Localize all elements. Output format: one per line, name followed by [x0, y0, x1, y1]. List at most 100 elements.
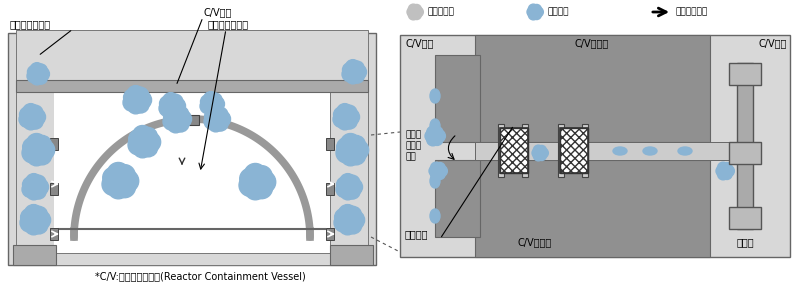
- Circle shape: [204, 102, 218, 116]
- Bar: [16, 30, 368, 82]
- Circle shape: [346, 70, 360, 84]
- Circle shape: [35, 140, 54, 160]
- Circle shape: [528, 10, 538, 20]
- Circle shape: [21, 209, 38, 226]
- Circle shape: [342, 67, 357, 82]
- Circle shape: [240, 168, 261, 189]
- Circle shape: [334, 214, 353, 232]
- Circle shape: [30, 63, 44, 76]
- Circle shape: [208, 93, 222, 107]
- Bar: [500, 128, 528, 173]
- Circle shape: [170, 98, 186, 114]
- Circle shape: [102, 173, 124, 195]
- Ellipse shape: [678, 147, 692, 155]
- Circle shape: [340, 111, 352, 123]
- Circle shape: [204, 113, 220, 129]
- Circle shape: [337, 138, 355, 156]
- Circle shape: [111, 172, 129, 190]
- Bar: [582, 124, 588, 177]
- Circle shape: [29, 181, 42, 193]
- Circle shape: [346, 60, 360, 75]
- Circle shape: [336, 181, 352, 197]
- Circle shape: [213, 107, 228, 122]
- Circle shape: [127, 86, 144, 103]
- Bar: [498, 124, 504, 177]
- Circle shape: [23, 115, 38, 130]
- Circle shape: [340, 174, 356, 190]
- Circle shape: [129, 130, 147, 148]
- Circle shape: [338, 205, 357, 223]
- Bar: [16, 82, 54, 265]
- Circle shape: [350, 61, 364, 75]
- Text: ：漏えい経路: ：漏えい経路: [675, 7, 707, 16]
- Circle shape: [534, 145, 543, 155]
- Circle shape: [426, 126, 439, 139]
- Circle shape: [344, 142, 360, 158]
- Circle shape: [174, 110, 191, 128]
- Circle shape: [721, 167, 730, 175]
- Bar: [326, 228, 334, 240]
- Circle shape: [341, 133, 361, 153]
- Circle shape: [345, 183, 360, 199]
- Bar: [729, 142, 761, 164]
- Text: C/V内側: C/V内側: [405, 38, 434, 48]
- Circle shape: [431, 134, 443, 146]
- Circle shape: [434, 169, 445, 179]
- Circle shape: [19, 111, 35, 127]
- Circle shape: [22, 143, 42, 163]
- Circle shape: [163, 108, 180, 125]
- Circle shape: [426, 133, 439, 146]
- Circle shape: [536, 149, 544, 157]
- Bar: [558, 124, 564, 177]
- Circle shape: [132, 96, 149, 113]
- Text: 熱膨張
による
変形: 熱膨張 による 変形: [405, 130, 421, 162]
- Circle shape: [718, 169, 729, 180]
- Circle shape: [162, 93, 179, 109]
- Circle shape: [206, 98, 218, 110]
- Circle shape: [352, 65, 366, 79]
- Circle shape: [30, 142, 46, 158]
- Circle shape: [213, 115, 228, 131]
- Circle shape: [33, 135, 51, 154]
- Text: C/V外側: C/V外側: [758, 38, 787, 48]
- Circle shape: [431, 127, 443, 138]
- Bar: [560, 128, 588, 173]
- Circle shape: [114, 165, 135, 185]
- Circle shape: [134, 91, 151, 109]
- Circle shape: [32, 179, 49, 195]
- Ellipse shape: [430, 209, 440, 223]
- Circle shape: [346, 211, 365, 229]
- Circle shape: [425, 130, 437, 142]
- Circle shape: [342, 147, 360, 166]
- Circle shape: [210, 96, 225, 111]
- Text: C/V本体側: C/V本体側: [518, 237, 552, 247]
- Circle shape: [412, 10, 422, 20]
- Circle shape: [22, 177, 38, 192]
- Circle shape: [163, 113, 180, 130]
- Circle shape: [22, 104, 39, 120]
- Circle shape: [534, 7, 543, 17]
- Bar: [13, 245, 56, 265]
- Bar: [8, 33, 376, 265]
- Circle shape: [133, 87, 149, 104]
- Circle shape: [33, 146, 52, 165]
- Circle shape: [340, 185, 355, 200]
- Circle shape: [337, 104, 353, 120]
- Circle shape: [347, 135, 366, 154]
- Circle shape: [173, 106, 189, 123]
- Circle shape: [26, 111, 38, 123]
- Bar: [50, 228, 58, 240]
- Circle shape: [208, 106, 224, 122]
- Circle shape: [168, 102, 183, 118]
- Circle shape: [411, 8, 419, 16]
- Bar: [500, 128, 528, 173]
- Bar: [560, 128, 588, 173]
- Circle shape: [32, 211, 50, 229]
- Bar: [185, 115, 199, 125]
- Bar: [435, 55, 480, 142]
- Circle shape: [34, 71, 47, 84]
- Circle shape: [244, 164, 266, 186]
- Circle shape: [345, 175, 360, 190]
- Circle shape: [22, 138, 42, 156]
- Circle shape: [722, 162, 732, 173]
